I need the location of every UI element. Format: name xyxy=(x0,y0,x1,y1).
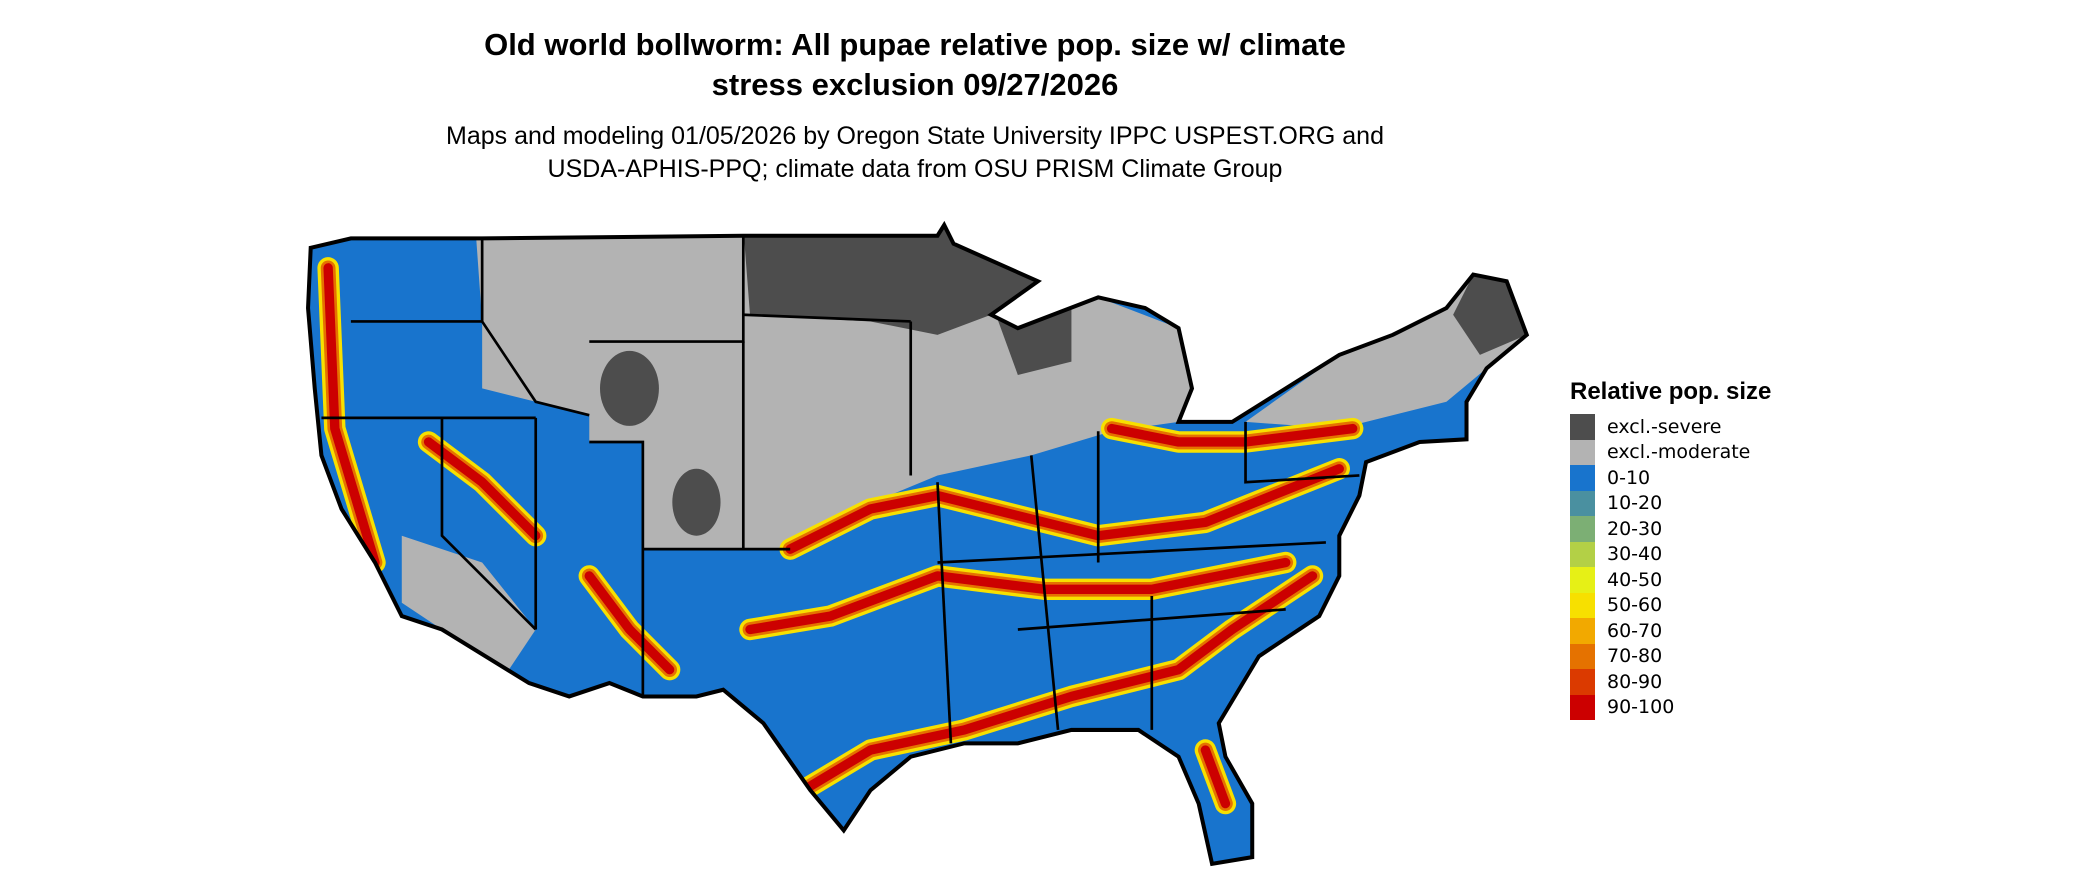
state-border xyxy=(480,238,590,417)
legend-item: 40-50 xyxy=(1570,567,1771,593)
subtitle-line-2: USDA-APHIS-PPQ; climate data from OSU PR… xyxy=(547,155,1283,183)
legend-swatch xyxy=(1570,490,1595,516)
legend-item: 60-70 xyxy=(1570,618,1771,644)
state-border xyxy=(440,417,537,631)
legend-swatch xyxy=(1570,669,1595,695)
suitability-band xyxy=(323,263,380,568)
suitability-band xyxy=(1106,423,1358,447)
legend-label: 70-80 xyxy=(1607,645,1663,668)
state-border xyxy=(589,440,645,697)
legend-label: 0-10 xyxy=(1607,466,1651,489)
state-border xyxy=(743,313,911,323)
state-border xyxy=(1244,421,1360,484)
legend-swatch xyxy=(1570,618,1595,644)
legend-swatch xyxy=(1570,465,1595,491)
region-excl-severe-north xyxy=(743,227,1038,335)
suitability-band xyxy=(798,571,1318,795)
legend-swatch xyxy=(1570,439,1595,465)
legend-label: 80-90 xyxy=(1607,670,1663,693)
legend-item: 0-10 xyxy=(1570,465,1771,491)
suitability-band xyxy=(1200,745,1231,809)
state-border xyxy=(1029,455,1060,731)
legend-title: Relative pop. size xyxy=(1570,378,1772,405)
map-subtitle: Maps and modeling 01/05/2026 by Oregon S… xyxy=(0,120,1830,186)
legend-swatch xyxy=(1570,643,1595,669)
legend-item: excl.-moderate xyxy=(1570,439,1771,465)
legend-label: 40-50 xyxy=(1607,568,1663,591)
legend-label: 10-20 xyxy=(1607,492,1663,515)
region-excl-severe-wyoming xyxy=(600,350,659,426)
state-border xyxy=(936,482,953,744)
legend-swatch xyxy=(1570,567,1595,593)
legend-item: 90-100 xyxy=(1570,694,1771,720)
title-line-1: Old world bollworm: All pupae relative p… xyxy=(484,27,1346,62)
legend-item: 50-60 xyxy=(1570,592,1771,618)
legend: Relative pop. size excl.-severe excl.-mod… xyxy=(1570,378,1771,720)
legend-label: 30-40 xyxy=(1607,543,1663,566)
legend-label: 20-30 xyxy=(1607,517,1663,540)
subtitle-line-1: Maps and modeling 01/05/2026 by Oregon S… xyxy=(446,122,1384,150)
region-excl-moderate-southwest xyxy=(401,535,536,670)
legend-item: excl.-severe xyxy=(1570,414,1771,440)
legend-label: excl.-moderate xyxy=(1607,441,1751,464)
legend-item: 10-20 xyxy=(1570,490,1771,516)
region-excl-severe-colorado xyxy=(672,468,721,536)
legend-swatch xyxy=(1570,694,1595,720)
suitability-band xyxy=(584,571,675,675)
legend-label: 50-60 xyxy=(1607,594,1663,617)
region-excl-severe-maine xyxy=(1453,274,1527,355)
legend-swatch xyxy=(1570,516,1595,542)
legend-label: 90-100 xyxy=(1607,696,1675,719)
state-border xyxy=(937,541,1326,564)
legend-item: 30-40 xyxy=(1570,541,1771,567)
suitability-band xyxy=(785,464,1344,554)
suitability-band xyxy=(423,437,541,541)
legend-swatch xyxy=(1570,414,1595,440)
suitability-band xyxy=(745,557,1291,635)
legend-item: 80-90 xyxy=(1570,669,1771,695)
legend-swatch xyxy=(1570,592,1595,618)
legend-item: 20-30 xyxy=(1570,516,1771,542)
legend-label: excl.-severe xyxy=(1607,415,1722,438)
map-title: Old world bollworm: All pupae relative p… xyxy=(0,25,1830,105)
legend-label: 60-70 xyxy=(1607,619,1663,642)
region-excl-moderate-north xyxy=(475,227,1192,550)
title-line-2: stress exclusion 09/27/2026 xyxy=(711,67,1119,102)
legend-item: 70-80 xyxy=(1570,643,1771,669)
legend-swatch xyxy=(1570,541,1595,567)
